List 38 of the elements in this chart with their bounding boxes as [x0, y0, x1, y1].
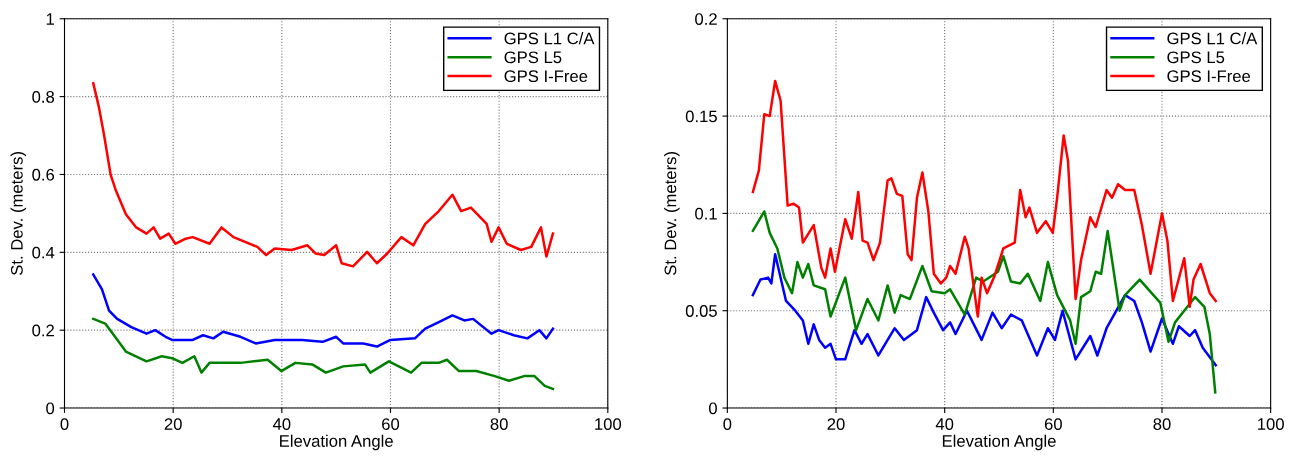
line-series: [92, 317, 555, 391]
y-axis-title: St. Dev. (meters): [664, 152, 680, 275]
legend-label: GPS L1 C/A: [504, 32, 595, 45]
y-tick-label: 0.6: [32, 168, 55, 181]
x-tick-label: 100: [1258, 418, 1284, 430]
x-tick-label: 100: [595, 418, 622, 430]
line-series: [92, 273, 555, 348]
x-tick-label: 40: [935, 418, 954, 430]
x-tick-label: 0: [60, 418, 69, 430]
y-tick-label: 0.4: [32, 246, 55, 259]
legend-label: GPS L5: [1167, 51, 1225, 64]
x-axis-title: Elevation Angle: [280, 434, 393, 451]
legend-label: GPS I-Free: [1167, 70, 1251, 83]
y-tick-label: 0.1: [695, 207, 717, 220]
y-tick-label: 0.8: [32, 91, 55, 103]
y-axis-title: St. Dev. (meters): [10, 152, 27, 275]
x-tick-label: 80: [1153, 418, 1171, 430]
x-tick-label: 40: [272, 418, 291, 430]
y-tick-label: 0: [709, 402, 717, 415]
x-tick-label: 20: [827, 418, 845, 430]
x-tick-label: 0: [723, 418, 732, 430]
y-tick-label: 0.2: [695, 13, 717, 25]
y-tick-label: 0.15: [685, 110, 717, 123]
x-tick-label: 60: [382, 418, 400, 430]
x-tick-label: 60: [1044, 418, 1062, 430]
legend-label: GPS I-Free: [504, 70, 588, 83]
x-tick-label: 80: [490, 418, 508, 430]
line-series: [751, 253, 1218, 367]
line-series: [751, 210, 1217, 394]
y-tick-label: 0.05: [685, 305, 717, 317]
line-series: [92, 82, 555, 268]
y-tick-label: 0: [46, 402, 55, 415]
y-tick-label: 1: [46, 13, 54, 25]
legend-label: GPS L1 C/A: [1167, 32, 1258, 45]
y-tick-label: 0.2: [32, 324, 54, 337]
x-tick-label: 20: [164, 418, 182, 430]
x-axis-title: Elevation Angle: [942, 434, 1056, 451]
legend-label: GPS L5: [504, 51, 562, 64]
